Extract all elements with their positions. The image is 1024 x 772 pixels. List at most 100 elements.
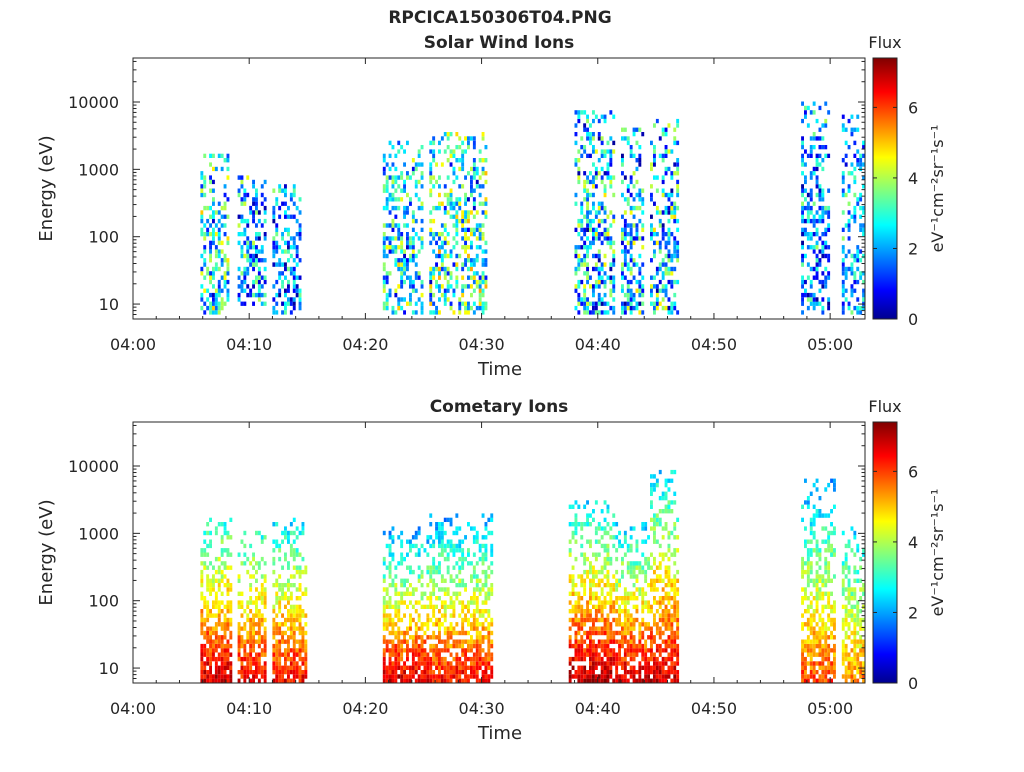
- spectrogram-cell: [630, 223, 633, 227]
- spectrogram-cell: [842, 302, 845, 306]
- spectrogram-cell: [212, 154, 215, 158]
- spectrogram-cell: [624, 609, 627, 613]
- spectrogram-cell: [824, 513, 827, 517]
- spectrogram-cell: [598, 219, 601, 223]
- spectrogram-cell: [438, 206, 441, 210]
- spectrogram-cell: [261, 193, 264, 197]
- spectrogram-cell: [830, 648, 833, 652]
- spectrogram-cell: [583, 145, 586, 149]
- spectrogram-cell: [641, 600, 644, 604]
- spectrogram-cell: [264, 600, 267, 604]
- spectrogram-cell: [287, 245, 290, 249]
- spectrogram-cell: [621, 310, 624, 314]
- spectrogram-cell: [470, 627, 473, 631]
- spectrogram-cell: [636, 223, 639, 227]
- spectrogram-cell: [638, 640, 641, 644]
- spectrogram-cell: [241, 661, 244, 665]
- spectrogram-cell: [203, 648, 206, 652]
- spectrogram-cell: [807, 674, 810, 678]
- spectrogram-cell: [224, 548, 227, 552]
- spectrogram-cell: [426, 670, 429, 674]
- spectrogram-cell: [609, 605, 612, 609]
- spectrogram-cell: [450, 613, 453, 617]
- spectrogram-cell: [830, 579, 833, 583]
- spectrogram-cell: [580, 666, 583, 670]
- spectrogram-cell: [609, 276, 612, 280]
- spectrogram-cell: [218, 228, 221, 232]
- spectrogram-cell: [215, 245, 218, 249]
- spectrogram-cell: [241, 219, 244, 223]
- spectrogram-cell: [397, 600, 400, 604]
- spectrogram-cell: [272, 206, 275, 210]
- spectrogram-cell: [386, 670, 389, 674]
- spectrogram-cell: [673, 254, 676, 258]
- spectrogram-cell: [275, 627, 278, 631]
- spectrogram-cell: [281, 540, 284, 544]
- spectrogram-cell: [604, 566, 607, 570]
- spectrogram-cell: [461, 167, 464, 171]
- spectrogram-cell: [580, 618, 583, 622]
- spectrogram-cell: [647, 561, 650, 565]
- spectrogram-cell: [290, 553, 293, 557]
- spectrogram-cell: [255, 245, 258, 249]
- spectrogram-cell: [656, 271, 659, 275]
- colorbar-tick-label: 4: [908, 169, 918, 188]
- spectrogram-cell: [609, 661, 612, 665]
- spectrogram-cell: [662, 535, 665, 539]
- spectrogram-cell: [586, 189, 589, 193]
- spectrogram-cell: [583, 228, 586, 232]
- spectrogram-cell: [284, 241, 287, 245]
- spectrogram-cell: [586, 557, 589, 561]
- spectrogram-cell: [601, 167, 604, 171]
- spectrogram-cell: [856, 661, 859, 665]
- spectrogram-cell: [604, 596, 607, 600]
- spectrogram-cell: [586, 202, 589, 206]
- spectrogram-cell: [676, 310, 679, 314]
- spectrogram-cell: [615, 670, 618, 674]
- spectrogram-cell: [464, 666, 467, 670]
- spectrogram-cell: [421, 280, 424, 284]
- spectrogram-cell: [227, 289, 230, 293]
- spectrogram-cell: [592, 241, 595, 245]
- spectrogram-cell: [479, 622, 482, 626]
- spectrogram-cell: [569, 670, 572, 674]
- spectrogram-cell: [589, 644, 592, 648]
- spectrogram-cell: [406, 592, 409, 596]
- spectrogram-cell: [473, 661, 476, 665]
- spectrogram-cell: [281, 596, 284, 600]
- spectrogram-cell: [801, 613, 804, 617]
- spectrogram-cell: [224, 674, 227, 678]
- spectrogram-cell: [638, 674, 641, 678]
- spectrogram-cell: [807, 202, 810, 206]
- spectrogram-cell: [450, 674, 453, 678]
- spectrogram-cell: [842, 293, 845, 297]
- spectrogram-cell: [676, 535, 679, 539]
- spectrogram-cell: [264, 197, 267, 201]
- spectrogram-cell: [633, 657, 636, 661]
- spectrogram-cell: [624, 648, 627, 652]
- spectrogram-cell: [394, 622, 397, 626]
- spectrogram-cell: [467, 197, 470, 201]
- spectrogram-cell: [447, 635, 450, 639]
- spectrogram-cell: [272, 657, 275, 661]
- spectrogram-cell: [827, 648, 830, 652]
- spectrogram-cell: [261, 613, 264, 617]
- spectrogram-cell: [293, 276, 296, 280]
- spectrogram-cell: [819, 592, 822, 596]
- spectrogram-cell: [284, 310, 287, 314]
- spectrogram-cell: [272, 284, 275, 288]
- spectrogram-cell: [221, 670, 224, 674]
- spectrogram-cell: [633, 241, 636, 245]
- spectrogram-cell: [816, 509, 819, 513]
- spectrogram-cell: [807, 210, 810, 214]
- spectrogram-cell: [833, 622, 836, 626]
- spectrogram-cell: [415, 622, 418, 626]
- spectrogram-cell: [853, 622, 856, 626]
- spectrogram-cell: [392, 526, 395, 530]
- spectrogram-cell: [490, 544, 493, 548]
- spectrogram-cell: [572, 644, 575, 648]
- spectrogram-cell: [296, 566, 299, 570]
- spectrogram-cell: [441, 241, 444, 245]
- spectrogram-cell: [856, 613, 859, 617]
- spectrogram-cell: [670, 470, 673, 474]
